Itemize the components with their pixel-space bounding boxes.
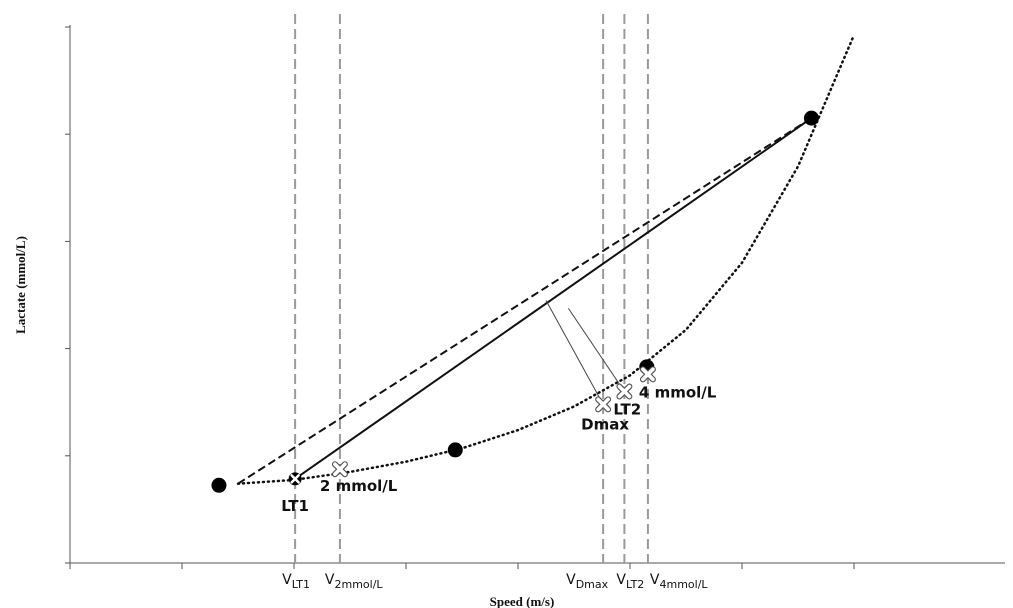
- vline-label-lt2: VLT2: [616, 572, 644, 591]
- vline-label-sub: LT1: [292, 578, 310, 591]
- x-mark-lt1: [290, 474, 300, 484]
- data-point-0: [211, 477, 227, 493]
- threshold-vertical-lines: [294, 14, 649, 563]
- data-point-1: [447, 442, 463, 458]
- vline-label-sub: 2mmol/L: [334, 578, 383, 591]
- marker-label-lt1: LT1: [281, 497, 309, 515]
- dmax-lines: [237, 117, 813, 485]
- perpendicular-line-1: [567, 308, 625, 392]
- marker-label-2-mmol-l: 2 mmol/L: [320, 477, 398, 495]
- marker-label-lt2: LT2: [613, 400, 641, 418]
- vline-label-4mmol-l: V4mmol/L: [650, 572, 708, 591]
- vline-label-main: V: [616, 572, 626, 588]
- x-mark-4-mmol-l: [641, 367, 655, 382]
- fit-curve: [236, 33, 856, 485]
- vline-label-lt1: VLT1: [282, 572, 310, 591]
- solid-line: [294, 117, 813, 480]
- marker-label-dmax: Dmax: [581, 415, 629, 433]
- x-mark-dmax: [596, 397, 610, 412]
- vline-label-main: V: [282, 572, 292, 588]
- dmax-perpendiculars: [545, 300, 625, 405]
- vline-label-sub: Dmax: [576, 578, 609, 591]
- marker-label-4-mmol-l: 4 mmol/L: [639, 383, 717, 401]
- vline-labels: VLT1 V2mmol/L VDmax VLT2 V4mmol/L: [282, 572, 708, 591]
- vline-label-sub: 4mmol/L: [659, 578, 708, 591]
- vline-label-main: V: [325, 572, 335, 588]
- x-mark-lt2: [617, 384, 632, 399]
- vline-label-dmax: VDmax: [566, 572, 609, 591]
- vline-label-2mmol-l: V2mmol/L: [325, 572, 383, 591]
- data-point-3: [803, 110, 819, 126]
- vline-label-sub: LT2: [626, 578, 644, 591]
- vline-label-main: V: [650, 572, 660, 588]
- lactate-fit-curve: [236, 33, 856, 485]
- vline-label-main: V: [566, 572, 576, 588]
- axes: [65, 25, 1005, 569]
- data-points: [211, 110, 819, 493]
- y-axis-title: Lactate (mmol/L): [13, 236, 28, 334]
- x-mark-2-mmol-l: [333, 462, 347, 476]
- x-axis-title: Speed (m/s): [490, 594, 555, 608]
- perpendicular-line-0: [545, 300, 604, 405]
- dashed-line: [237, 117, 812, 485]
